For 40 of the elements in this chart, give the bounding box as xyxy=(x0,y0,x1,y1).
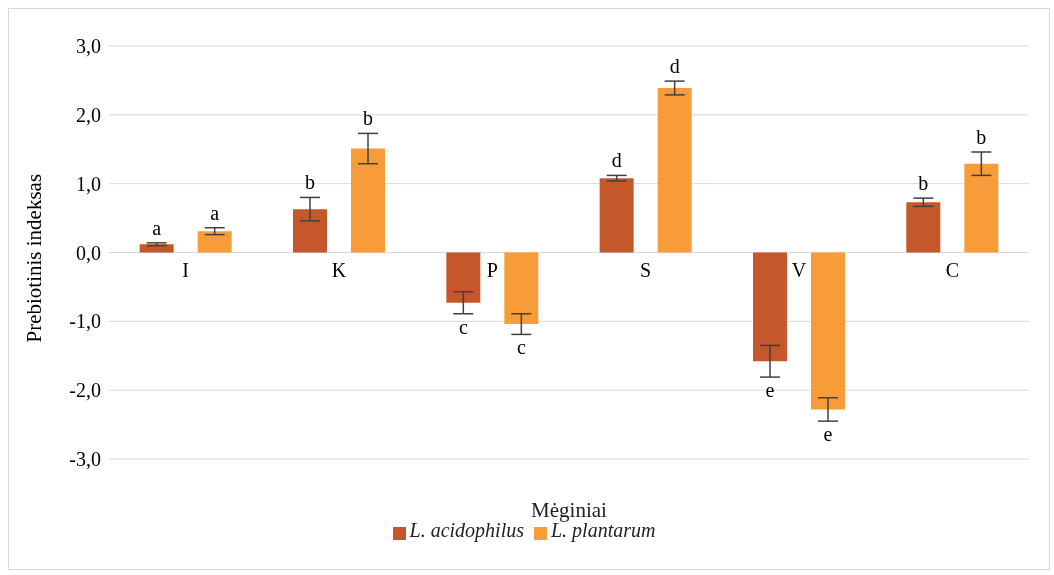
bar xyxy=(811,252,845,410)
data-label: c xyxy=(458,315,468,338)
y-tick-label: 3,0 xyxy=(76,35,101,58)
bar xyxy=(197,231,232,253)
x-tick-label: C xyxy=(945,258,960,281)
bar xyxy=(906,202,941,253)
y-tick-label: -1,0 xyxy=(69,310,101,333)
bar xyxy=(351,148,385,253)
data-label: a xyxy=(210,201,220,224)
data-label: b xyxy=(918,172,929,195)
x-tick-label: S xyxy=(640,258,652,281)
x-tick-label: K xyxy=(331,258,347,281)
bar xyxy=(964,163,999,253)
bar xyxy=(599,178,634,253)
data-label: b xyxy=(305,171,315,194)
data-label: b xyxy=(976,126,987,148)
x-tick-label: I xyxy=(182,258,189,281)
bar xyxy=(657,87,692,253)
bar xyxy=(446,252,481,303)
bar xyxy=(753,252,787,362)
x-tick-label: V xyxy=(791,258,807,281)
y-tick-label: 1,0 xyxy=(76,172,101,195)
x-tick-label: P xyxy=(486,258,498,281)
bar xyxy=(139,244,174,253)
y-axis-title: Prebiotinis indeksas xyxy=(22,173,47,343)
y-tick-label: 0,0 xyxy=(76,241,101,264)
data-label: b xyxy=(363,107,373,130)
data-label: d xyxy=(611,149,622,172)
x-axis-title: Mėginiai xyxy=(531,498,608,522)
data-label: e xyxy=(765,379,775,402)
data-label: c xyxy=(516,336,526,359)
y-tick-label: -3,0 xyxy=(69,448,101,471)
y-tick-label: 2,0 xyxy=(76,103,101,126)
data-label: d xyxy=(669,55,680,78)
bar xyxy=(293,209,327,253)
data-label: e xyxy=(823,423,833,446)
data-label: a xyxy=(152,216,162,239)
legend-label: L. acidophilus xyxy=(409,519,524,541)
bar xyxy=(504,252,539,325)
y-tick-label: -2,0 xyxy=(69,379,101,402)
